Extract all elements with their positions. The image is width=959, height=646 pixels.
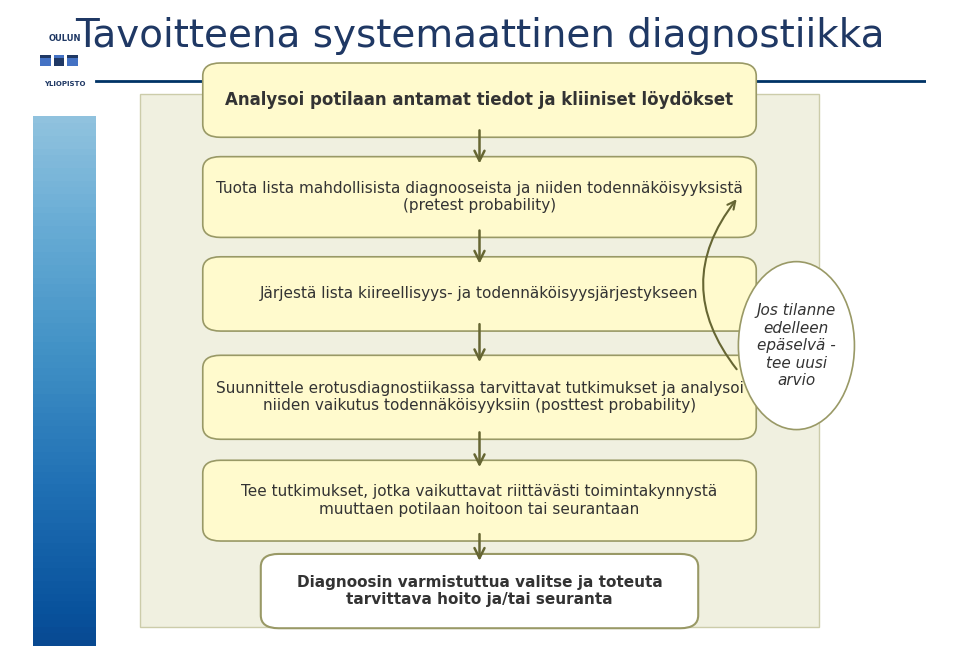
Text: Tavoitteena systemaattinen diagnostiikka: Tavoitteena systemaattinen diagnostiikka: [75, 17, 884, 54]
Text: Suunnittele erotusdiagnostiikassa tarvittavat tutkimukset ja analysoi
niiden vai: Suunnittele erotusdiagnostiikassa tarvit…: [216, 381, 743, 413]
Text: Tuota lista mahdollisista diagnooseista ja niiden todennäköisyyksistä
(pretest p: Tuota lista mahdollisista diagnooseista …: [216, 181, 743, 213]
Text: YLIOPISTO: YLIOPISTO: [43, 81, 85, 87]
Text: Diagnoosin varmistuttua valitse ja toteuta
tarvittava hoito ja/tai seuranta: Diagnoosin varmistuttua valitse ja toteu…: [296, 575, 663, 607]
Text: Järjestä lista kiireellisyys- ja todennäköisyysjärjestykseen: Järjestä lista kiireellisyys- ja todennä…: [260, 286, 699, 302]
FancyBboxPatch shape: [34, 0, 96, 116]
FancyBboxPatch shape: [140, 94, 819, 627]
Text: Jos tilanne
edelleen
epäselvä -
tee uusi
arvio: Jos tilanne edelleen epäselvä - tee uusi…: [757, 304, 836, 388]
Ellipse shape: [738, 262, 854, 430]
FancyBboxPatch shape: [202, 355, 757, 439]
Text: Analysoi potilaan antamat tiedot ja kliiniset löydökset: Analysoi potilaan antamat tiedot ja klii…: [225, 91, 734, 109]
FancyBboxPatch shape: [202, 460, 757, 541]
FancyBboxPatch shape: [202, 157, 757, 238]
FancyBboxPatch shape: [67, 58, 78, 66]
FancyBboxPatch shape: [40, 58, 51, 66]
FancyBboxPatch shape: [67, 55, 78, 63]
FancyBboxPatch shape: [202, 256, 757, 331]
FancyBboxPatch shape: [40, 55, 51, 63]
FancyBboxPatch shape: [54, 55, 64, 63]
FancyBboxPatch shape: [202, 63, 757, 138]
Text: Tee tutkimukset, jotka vaikuttavat riittävästi toimintakynnystä
muuttaen potilaa: Tee tutkimukset, jotka vaikuttavat riitt…: [242, 484, 717, 517]
Text: OULUN: OULUN: [48, 34, 81, 43]
FancyBboxPatch shape: [261, 554, 698, 628]
FancyBboxPatch shape: [54, 58, 64, 66]
